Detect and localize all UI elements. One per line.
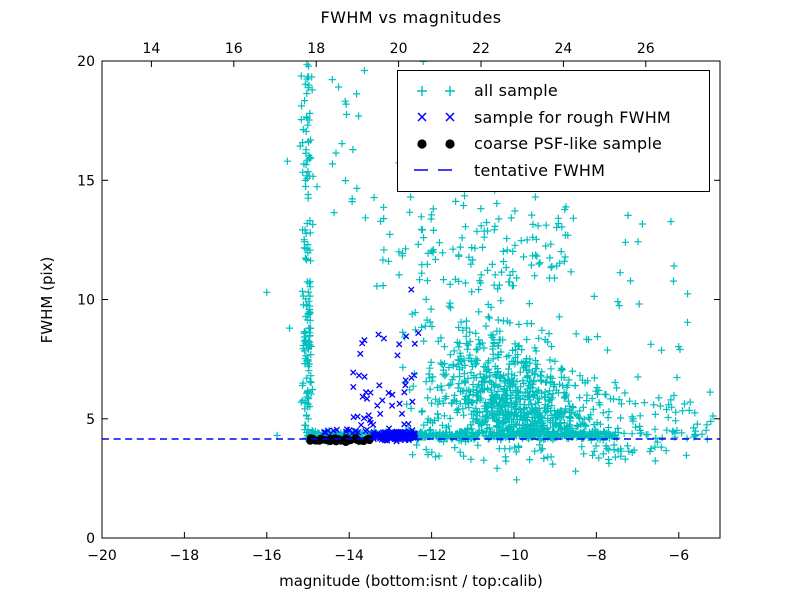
axis-ticks xyxy=(101,60,720,539)
plus-marker-icon xyxy=(417,85,455,96)
svg-text:18: 18 xyxy=(307,41,325,57)
svg-text:0: 0 xyxy=(86,531,95,547)
legend-label: coarse PSF-like sample xyxy=(474,134,663,154)
svg-text:20: 20 xyxy=(390,41,408,57)
svg-text:22: 22 xyxy=(472,41,490,57)
chart-title: FWHM vs magnitudes xyxy=(321,8,502,27)
svg-text:14: 14 xyxy=(142,41,160,57)
legend-entry-rough-fwhm: sample for rough FWHM xyxy=(406,105,701,130)
svg-text:−6: −6 xyxy=(668,548,689,564)
svg-text:16: 16 xyxy=(225,41,243,57)
svg-text:−16: −16 xyxy=(252,548,282,564)
svg-text:10: 10 xyxy=(77,293,95,309)
series-1-points xyxy=(321,286,422,445)
svg-text:−18: −18 xyxy=(170,548,200,564)
svg-text:−12: −12 xyxy=(417,548,447,564)
svg-text:−14: −14 xyxy=(334,548,364,564)
legend-label: tentative FWHM xyxy=(474,160,606,180)
svg-text:15: 15 xyxy=(77,173,95,189)
legend: all sample sample for rough FWHM coarse … xyxy=(397,70,710,192)
legend-label: all sample xyxy=(474,81,558,100)
svg-text:−20: −20 xyxy=(87,548,117,564)
svg-text:5: 5 xyxy=(86,412,95,428)
dot-marker-icon xyxy=(417,139,455,149)
svg-text:−10: −10 xyxy=(499,548,529,564)
dashed-line-icon xyxy=(414,169,452,172)
axis-tick-labels: −20 −18 −16 −14 −12 −10 −8 −6 14 16 18 20 22 24 26 0 5 10… xyxy=(77,41,689,564)
svg-text:−8: −8 xyxy=(586,548,607,564)
svg-text:26: 26 xyxy=(637,41,655,57)
legend-entry-all-sample: all sample xyxy=(406,78,701,103)
svg-text:20: 20 xyxy=(77,54,95,70)
svg-text:24: 24 xyxy=(554,41,572,57)
legend-label: sample for rough FWHM xyxy=(474,107,671,127)
y-axis-label: FWHM (pix) xyxy=(38,257,56,344)
x-axis-label: magnitude (bottom:isnt / top:calib) xyxy=(279,572,543,590)
legend-entry-psf-sample: coarse PSF-like sample xyxy=(406,131,701,156)
x-marker-icon xyxy=(417,112,455,122)
legend-entry-tentative-fwhm: tentative FWHM xyxy=(406,158,701,183)
